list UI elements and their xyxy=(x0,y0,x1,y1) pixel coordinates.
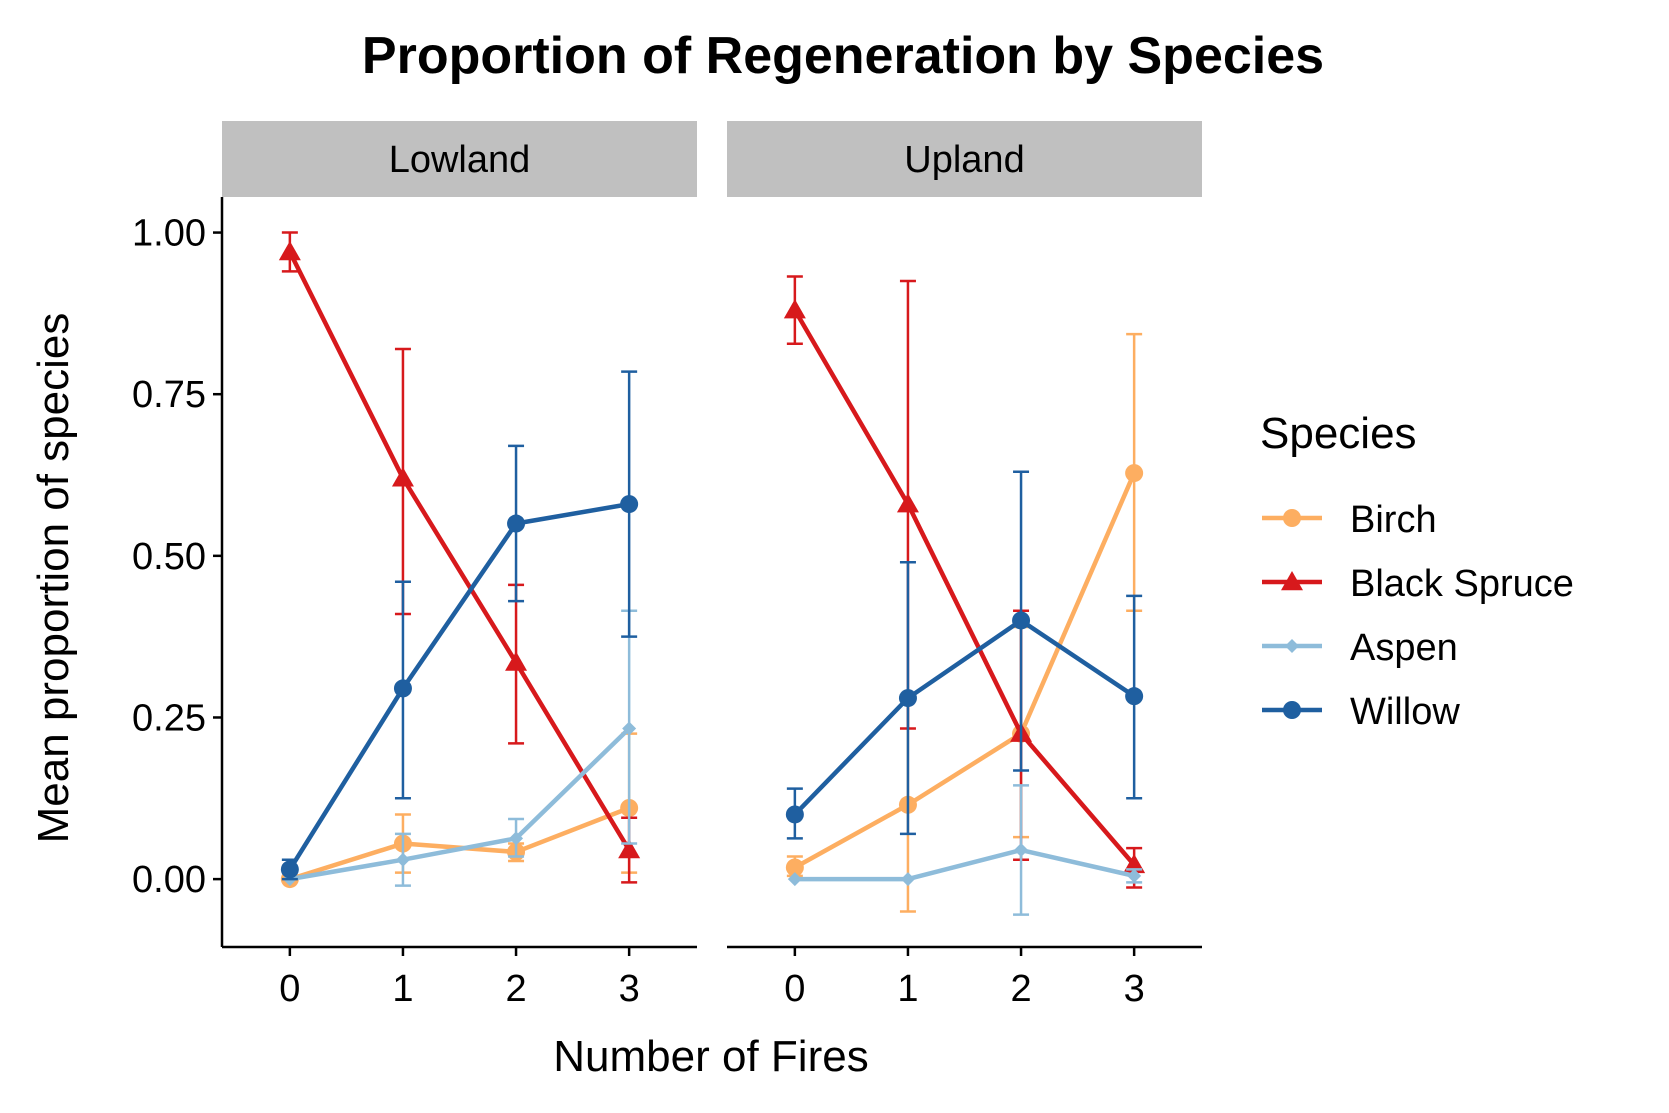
data-point-aspen xyxy=(395,852,410,867)
legend-item-black-spruce: Black Spruce xyxy=(1262,563,1574,605)
y-tick-label: 0.25 xyxy=(132,697,206,739)
data-point-willow xyxy=(1012,611,1031,630)
data-point-aspen xyxy=(787,872,802,887)
x-tick-label: 1 xyxy=(392,968,413,1010)
series-line-willow xyxy=(793,618,1136,817)
y-tick-label: 0.50 xyxy=(132,536,206,578)
series-aspen-lowland xyxy=(282,609,638,887)
data-point-aspen xyxy=(509,831,524,846)
series-birch-lowland xyxy=(280,732,639,889)
strip-lowland xyxy=(222,121,697,197)
series-willow-lowland xyxy=(280,370,639,881)
series-black-spruce-lowland xyxy=(278,231,641,884)
data-point-willow xyxy=(507,514,526,533)
x-tick-label: 3 xyxy=(619,968,640,1010)
legend-label-birch: Birch xyxy=(1350,499,1437,541)
series-line-black-spruce xyxy=(792,309,1136,867)
data-point-aspen xyxy=(1014,843,1029,858)
legend-item-aspen: Aspen xyxy=(1262,627,1458,669)
x-tick-label: 2 xyxy=(505,968,526,1010)
x-tick-label: 3 xyxy=(1124,968,1145,1010)
data-point-black-spruce xyxy=(783,299,806,319)
x-tick-label: 1 xyxy=(897,968,918,1010)
y-axis-title: Mean proportion of species xyxy=(29,313,78,844)
x-tick-label: 0 xyxy=(279,968,300,1010)
series-line-birch xyxy=(793,472,1137,870)
x-tick-label: 2 xyxy=(1010,968,1031,1010)
legend: Species Birch Black Spruce Aspen Willow xyxy=(1260,409,1574,733)
x-axis-title: Number of Fires xyxy=(553,1032,868,1081)
strip-upland xyxy=(727,121,1202,197)
data-point-black-spruce xyxy=(896,493,919,513)
y-tick-label: 1.00 xyxy=(132,213,206,255)
series-black-spruce-upland xyxy=(783,275,1146,889)
data-point-black-spruce xyxy=(505,651,528,671)
data-point-willow xyxy=(280,860,299,879)
legend-label-willow: Willow xyxy=(1350,691,1460,733)
legend-key-marker xyxy=(1283,509,1301,527)
legend-item-birch: Birch xyxy=(1262,499,1437,541)
panel-lowland: Lowland 0.00 0.25 0.50 0.75 1.00 0 1 2 3 xyxy=(132,121,697,1010)
data-point-aspen xyxy=(1127,868,1142,883)
data-point-willow xyxy=(1125,687,1144,706)
series-line-black-spruce xyxy=(287,250,632,852)
legend-label-black-spruce: Black Spruce xyxy=(1350,563,1574,605)
data-point-birch xyxy=(1125,464,1144,483)
data-point-black-spruce xyxy=(618,839,641,859)
series-line-aspen xyxy=(289,726,631,882)
panel-upland: Upland 0 1 2 3 xyxy=(727,121,1202,1010)
data-point-willow xyxy=(620,495,639,514)
data-point-birch xyxy=(785,858,804,877)
strip-label-upland: Upland xyxy=(904,139,1024,181)
x-tick-label: 0 xyxy=(784,968,805,1010)
series-aspen-upland xyxy=(787,784,1143,916)
y-tick-label: 0.75 xyxy=(132,374,206,416)
panels: Lowland 0.00 0.25 0.50 0.75 1.00 0 1 2 3 Upland 0 1 2… xyxy=(132,121,1202,1010)
legend-key-marker xyxy=(1285,639,1299,653)
strip-label-lowland: Lowland xyxy=(389,139,531,181)
y-tick-label: 0.00 xyxy=(132,859,206,901)
data-point-willow xyxy=(898,689,917,708)
series-line-willow xyxy=(287,501,630,871)
data-point-aspen xyxy=(622,721,637,736)
legend-label-aspen: Aspen xyxy=(1350,627,1458,669)
data-point-willow xyxy=(393,679,412,698)
legend-key-marker xyxy=(1281,571,1303,591)
data-point-aspen xyxy=(900,872,915,887)
series-line-aspen xyxy=(794,847,1135,882)
series-willow-upland xyxy=(785,470,1144,840)
data-point-black-spruce xyxy=(278,240,301,261)
data-point-black-spruce xyxy=(391,467,414,487)
data-point-willow xyxy=(785,805,804,824)
legend-key-marker xyxy=(1283,701,1301,719)
chart-title: Proportion of Regeneration by Species xyxy=(362,27,1324,85)
legend-item-willow: Willow xyxy=(1262,691,1460,733)
legend-title: Species xyxy=(1260,409,1417,458)
